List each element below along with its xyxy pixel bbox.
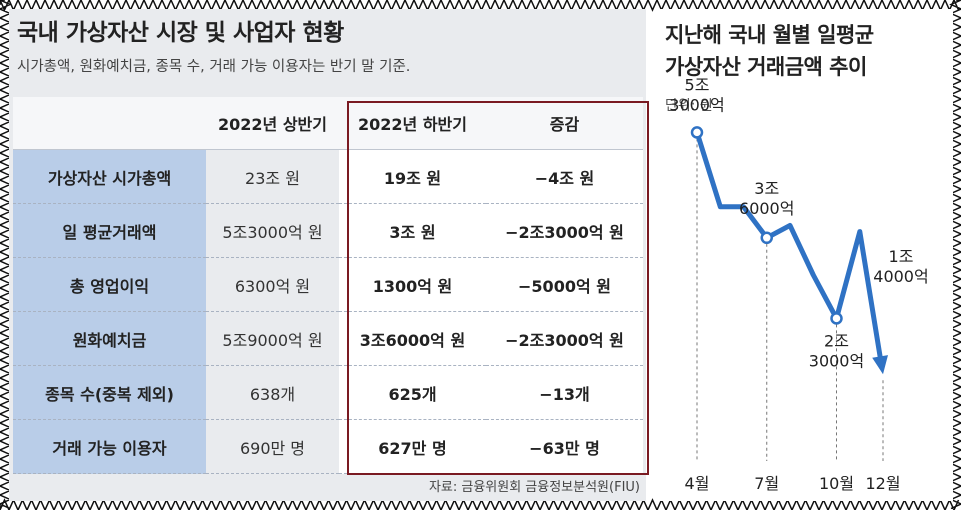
row-label: 총 영업이익 [13, 257, 206, 312]
data-point [830, 312, 843, 325]
table-row: 가상자산 시가총액 23조 원 19조 원 −4조 원 [13, 149, 643, 204]
col-header-h1: 2022년 상반기 [206, 97, 339, 150]
table-row: 거래 가능 이용자 690만 명 627만 명 −63만 명 [13, 419, 643, 474]
row-label: 가상자산 시가총액 [13, 149, 206, 204]
cell-h2: 3조 원 [339, 203, 486, 258]
stats-table: 2022년 상반기 2022년 하반기 증감 가상자산 시가총액 23조 원 1… [13, 97, 643, 474]
cell-h1: 6300억 원 [206, 257, 339, 312]
cell-h1: 23조 원 [206, 149, 339, 204]
cell-change: −4조 원 [486, 149, 643, 204]
cell-h1: 690만 명 [206, 419, 339, 474]
chart-panel: 지난해 국내 월별 일평균 가상자산 거래금액 추이 단위: 원 5조 3000억… [655, 9, 953, 501]
data-label: 2조 [824, 331, 849, 350]
data-label: 4000억 [873, 267, 928, 286]
arrow-head [872, 355, 888, 375]
data-point [760, 231, 773, 245]
data-label: 3000억 [669, 95, 724, 114]
data-label: 6000억 [739, 199, 794, 218]
x-tick-label: 10월 [819, 474, 854, 493]
x-tick-label: 12월 [865, 474, 900, 493]
cell-h1: 5조9000억 원 [206, 311, 339, 366]
chart-title-line-2: 가상자산 거래금액 추이 [665, 55, 867, 79]
cell-h2: 627만 명 [339, 419, 486, 474]
col-header-change: 증감 [486, 97, 643, 150]
row-label: 거래 가능 이용자 [13, 419, 206, 474]
row-label: 원화예치금 [13, 311, 206, 366]
chart-title: 지난해 국내 월별 일평균 가상자산 거래금액 추이 [665, 19, 874, 83]
cell-change: −13개 [486, 365, 643, 420]
row-label: 종목 수(중복 제외) [13, 365, 206, 420]
cell-h2: 1300억 원 [339, 257, 486, 312]
data-label: 1조 [889, 247, 914, 266]
cell-h2: 19조 원 [339, 149, 486, 204]
data-point [690, 126, 704, 139]
cell-change: −63만 명 [486, 419, 643, 474]
chart-title-line-1: 지난해 국내 월별 일평균 [665, 23, 874, 47]
data-label: 5조 [685, 75, 710, 94]
data-label: 3조 [754, 179, 779, 198]
x-tick-label: 4월 [685, 474, 710, 493]
stats-panel: 국내 가상자산 시장 및 사업자 현황 시가총액, 원화예치금, 종목 수, 거… [9, 9, 649, 501]
row-label: 일 평균거래액 [13, 203, 206, 258]
table-row: 원화예치금 5조9000억 원 3조6000억 원 −2조3000억 원 [13, 311, 643, 366]
table-header-row: 2022년 상반기 2022년 하반기 증감 [13, 97, 643, 150]
x-tick-label: 7월 [754, 474, 779, 493]
chart-unit: 단위: 원 [665, 98, 713, 114]
table-row: 총 영업이익 6300억 원 1300억 원 −5000억 원 [13, 257, 643, 312]
table-title: 국내 가상자산 시장 및 사업자 현황 [17, 20, 344, 46]
cell-change: −2조3000억 원 [486, 311, 643, 366]
series-line [694, 129, 883, 361]
table-row: 일 평균거래액 5조3000억 원 3조 원 −2조3000억 원 [13, 203, 643, 258]
corner-cell [13, 97, 206, 150]
source-note: 자료: 금융위원회 금융정보분석원(FIU) [428, 480, 640, 495]
cell-h2: 3조6000억 원 [339, 311, 486, 366]
cell-h1: 5조3000억 원 [206, 203, 339, 258]
cell-change: −2조3000억 원 [486, 203, 643, 258]
table-subtitle: 시가총액, 원화예치금, 종목 수, 거래 가능 이용자는 반기 말 기준. [17, 59, 411, 75]
data-label: 3000억 [809, 351, 864, 370]
cell-h2: 625개 [339, 365, 486, 420]
col-header-h2: 2022년 하반기 [339, 97, 486, 150]
cell-h1: 638개 [206, 365, 339, 420]
table-row: 종목 수(중복 제외) 638개 625개 −13개 [13, 365, 643, 420]
cell-change: −5000억 원 [486, 257, 643, 312]
